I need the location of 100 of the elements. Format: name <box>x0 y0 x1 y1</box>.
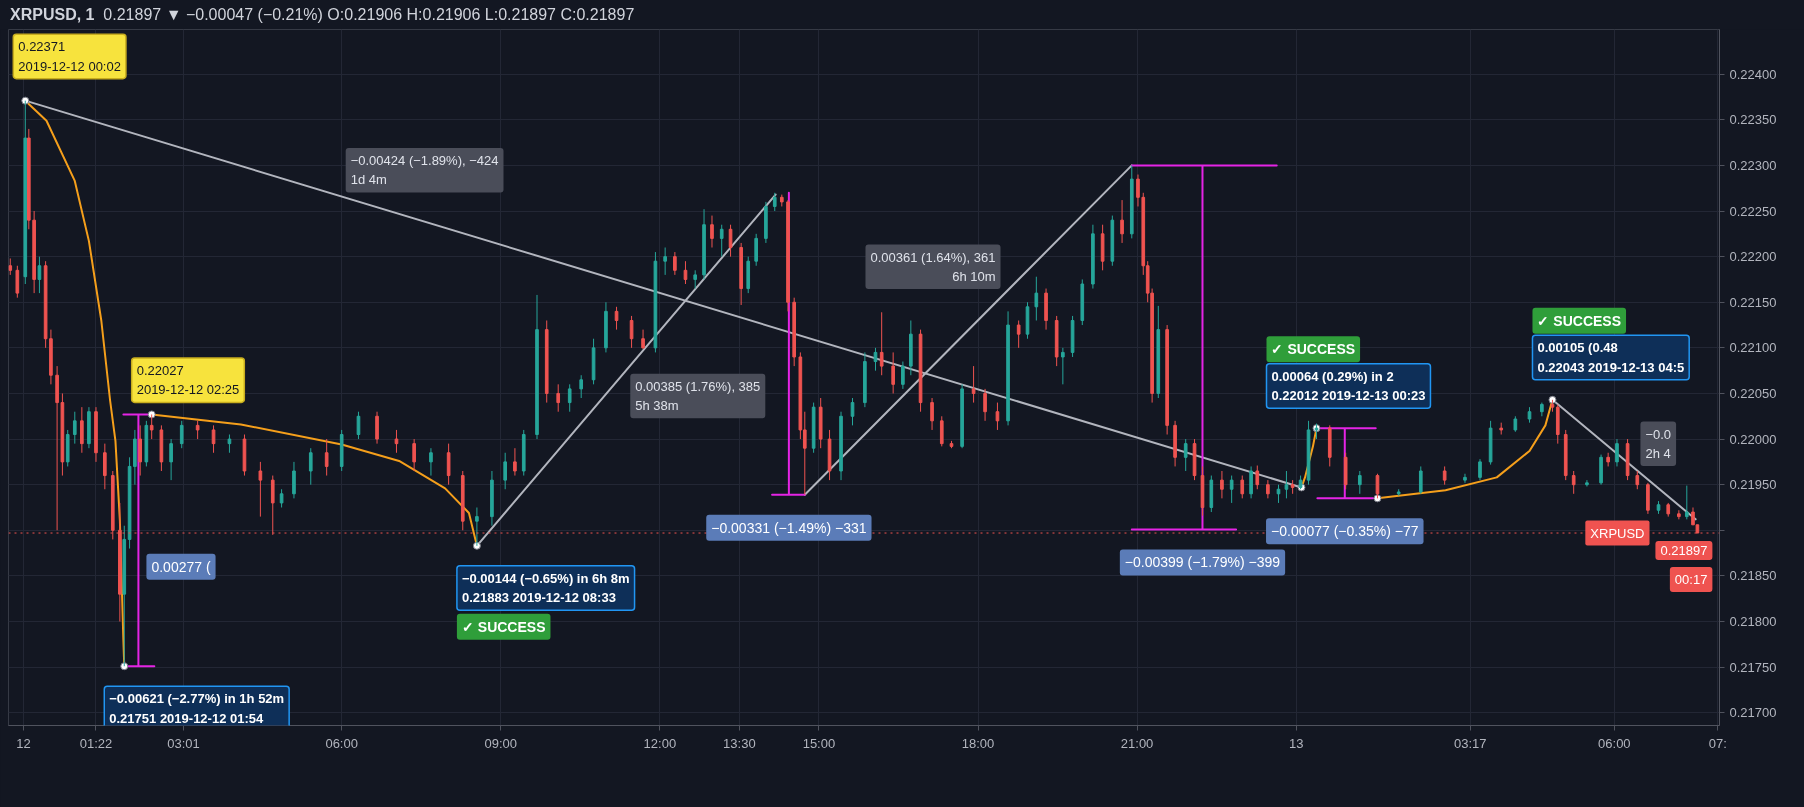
annotation: 0.22027 2019-12-12 02:25 <box>136 362 240 398</box>
candlestick <box>1571 470 1576 495</box>
candlestick <box>567 383 572 413</box>
candlestick <box>939 415 944 447</box>
candlestick <box>308 447 313 486</box>
candlestick <box>227 434 232 454</box>
annotation: ✓ SUCCESS <box>1271 341 1356 358</box>
candlestick <box>891 351 895 394</box>
candlestick <box>324 438 329 477</box>
annotation: 0.00064 (0.29%) in 2 0.22012 2019-12-13 00:23 <box>1271 368 1426 404</box>
candlestick <box>1684 485 1689 520</box>
candlestick <box>1016 319 1021 349</box>
x-tick-label: 01:22 <box>79 735 113 751</box>
candlestick <box>1120 199 1124 244</box>
chart-subtitle: 0.21897 ▼ −0.00047 (−0.21%) O:0.21906 H:0.21906 L:0.21897 C:0.21897 <box>103 6 635 23</box>
candlestick <box>412 438 416 472</box>
x-tick-label: 12:00 <box>643 735 677 751</box>
candlestick <box>1606 452 1610 467</box>
annotation: −0.00144 (−0.65%) in 6h 8m 0.21883 2019-12-12 08:33 <box>461 570 630 606</box>
candlestick <box>971 365 976 404</box>
y-tick-label: 0.22400 <box>1729 66 1777 82</box>
y-tick-label: 0.22300 <box>1729 157 1777 173</box>
candlestick <box>1061 347 1065 385</box>
candlestick <box>983 388 987 422</box>
annotation: −0.00621 (−2.77%) in 1h 52m 0.21751 2019-12-12 01:54 <box>109 691 285 726</box>
annotation: −0.00331 (−1.49%) −331 <box>711 519 867 536</box>
y-tick-label: 0.22100 <box>1729 340 1777 356</box>
annotation: 0.00385 (1.76%), 385 5h 38m <box>635 378 761 414</box>
candlestick <box>1249 465 1253 499</box>
candlestick <box>579 374 584 399</box>
candlestick <box>614 306 619 331</box>
candlestick <box>1463 473 1467 484</box>
x-tick-label: 13 <box>1288 735 1304 751</box>
x-tick-label: 03:01 <box>167 735 200 751</box>
candlestick <box>1266 479 1270 499</box>
y-tick-label: 0.21850 <box>1729 568 1777 584</box>
candlestick <box>179 420 184 449</box>
candlestick <box>1585 479 1589 488</box>
annotation: −0.00399 (−1.79%) −399 <box>1124 554 1281 571</box>
x-tick-label: 12 <box>16 735 31 751</box>
candlestick <box>429 447 433 477</box>
candlestick <box>1284 470 1289 499</box>
annotation: 0.00361 (1.64%), 361 6h 10m <box>870 249 996 285</box>
y-tick-label: 0.22150 <box>1729 294 1777 310</box>
annotation: 0.00105 (0.48 0.22043 2019-12-13 04:5 <box>1537 340 1685 375</box>
ref-line-label: XRPUSD <box>1590 525 1645 541</box>
candlestick <box>169 438 173 481</box>
candlestick <box>279 488 284 508</box>
x-tick-label: 09:00 <box>484 735 518 751</box>
chart-title: XRPUSD, 1 <box>10 6 95 23</box>
candlestick <box>930 397 934 431</box>
candlestick <box>1240 475 1245 499</box>
x-tick-label: 13:30 <box>723 735 756 751</box>
candlestick <box>754 233 758 267</box>
candlestick <box>80 406 84 454</box>
candlestick <box>446 443 451 486</box>
candlestick <box>1183 438 1188 472</box>
x-tick-label: 18:00 <box>961 735 995 751</box>
candlestick <box>728 224 733 258</box>
x-tick-label: 06:00 <box>1598 735 1631 751</box>
y-tick-label: 0.22200 <box>1729 249 1777 265</box>
candlestick <box>663 247 667 276</box>
y-tick-label: 0.21950 <box>1729 477 1777 493</box>
candlestick <box>693 269 698 290</box>
candlestick <box>103 443 107 490</box>
x-tick-label: 15:00 <box>802 735 836 751</box>
annotation: ✓ SUCCESS <box>461 618 546 635</box>
point <box>120 662 129 671</box>
candlestick <box>556 383 561 413</box>
x-tick-label: 06:00 <box>325 735 358 751</box>
candlestick <box>1229 475 1234 504</box>
point <box>1373 494 1382 503</box>
candlestick <box>211 424 216 454</box>
candlestick <box>710 215 714 249</box>
y-tick-label: 0.22000 <box>1729 431 1777 447</box>
point <box>1548 395 1557 404</box>
annotation: −0.00077 (−0.35%) −77 <box>1271 523 1419 540</box>
candlestick <box>258 461 263 518</box>
x-tick-label: 03:17 <box>1454 735 1487 751</box>
candlestick <box>1478 458 1482 481</box>
annotation: 00:17 <box>1674 572 1708 588</box>
annotation: 0.21897 <box>1660 543 1708 559</box>
candlestick <box>1255 465 1260 490</box>
annotation: −0.0 2h 4 <box>1645 426 1672 462</box>
candlestick <box>195 420 200 440</box>
candlestick <box>1635 470 1640 490</box>
candlestick <box>1418 465 1423 495</box>
candlestick <box>641 329 645 350</box>
candlestick <box>629 315 634 349</box>
candlestick <box>375 411 379 445</box>
candlestick <box>1357 470 1362 495</box>
candlestick <box>1442 465 1447 486</box>
candlestick <box>503 452 508 490</box>
annotation: ✓ SUCCESS <box>1537 312 1622 329</box>
candlestick <box>138 424 143 477</box>
candlestick <box>772 192 777 212</box>
y-tick-label: 0.21700 <box>1729 705 1777 721</box>
y-tick-label: 0.21800 <box>1729 614 1777 630</box>
candlestick <box>149 413 154 440</box>
annotation: −0.00424 (−1.89%), −424 1d 4m <box>350 152 499 188</box>
